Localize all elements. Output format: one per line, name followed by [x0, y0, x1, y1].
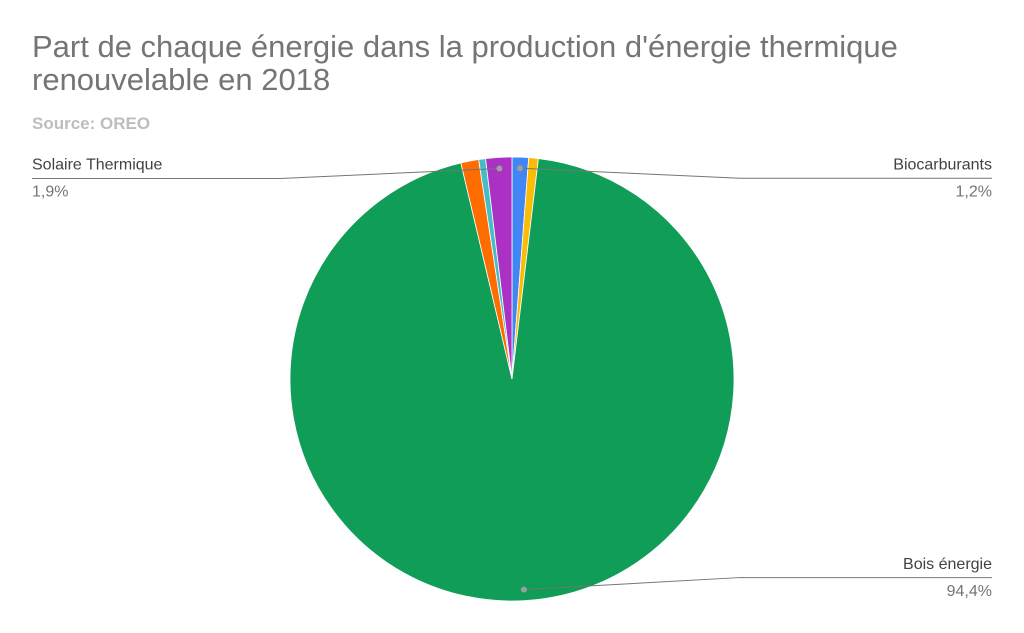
- leader-line: [523, 577, 992, 591]
- slice-value-label: 1,2%: [956, 183, 992, 200]
- pie-slice: [485, 156, 513, 380]
- slice-value-label: 1,9%: [32, 184, 68, 201]
- leader-dot: [520, 586, 527, 593]
- leader-line: [519, 167, 992, 179]
- slice-label: Solaire Thermique: [32, 157, 163, 174]
- slice-label: Bois énergie: [903, 556, 992, 573]
- pie-slice: [289, 158, 735, 602]
- slice-value-label: 94,4%: [947, 583, 992, 600]
- chart-subtitle: Source: OREO: [32, 114, 151, 133]
- slice-label: Biocarburants: [893, 156, 992, 173]
- leader-dot: [496, 165, 503, 172]
- chart-title: Part de chaque énergie dans la productio…: [32, 29, 898, 97]
- leader-dot: [516, 165, 523, 172]
- leader-line: [32, 167, 500, 179]
